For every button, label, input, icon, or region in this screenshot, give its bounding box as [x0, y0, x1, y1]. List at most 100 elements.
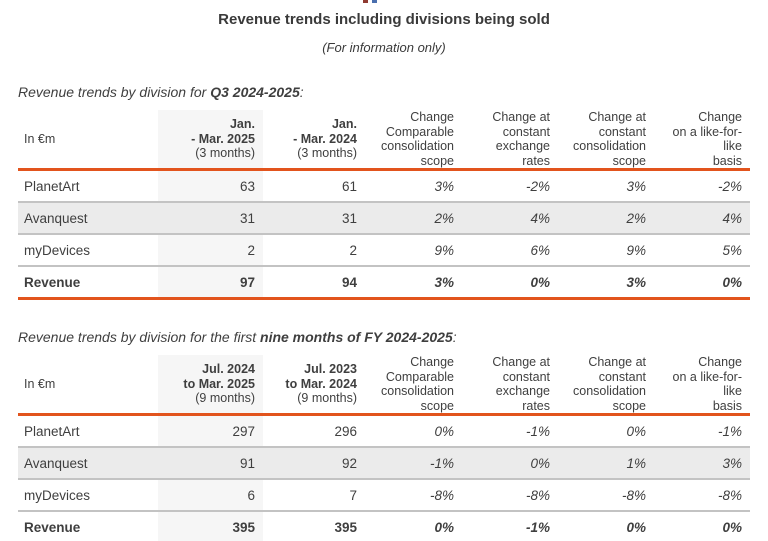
heading-suffix: :: [452, 329, 457, 345]
header-line: scope: [612, 398, 646, 413]
table-row-mydevices: myDevices 2 2 9% 6% 9% 5%: [18, 234, 750, 266]
change-cell: -1%: [525, 423, 550, 439]
change-cell: 0%: [722, 519, 742, 535]
header-line: consolidation: [381, 384, 454, 398]
change-cell: -8%: [717, 487, 742, 503]
header-line: Change at: [492, 110, 550, 124]
change-cell: 9%: [434, 242, 454, 258]
unit-header: In €m: [24, 376, 56, 391]
header-line: exchange rates: [495, 139, 550, 168]
value-cell: 31: [158, 202, 263, 234]
change-cell: 0%: [434, 423, 454, 439]
change-cell: 2%: [365, 202, 462, 234]
header-line: Comparable: [385, 369, 454, 384]
change-cell: 3%: [626, 274, 646, 290]
page-title: Revenue trends including divisions being…: [218, 11, 550, 28]
change-cell: 1%: [558, 447, 654, 479]
table-row-revenue-total: Revenue 395 395 0% -1% 0% 0%: [18, 511, 750, 541]
change-cell: -1%: [717, 423, 742, 439]
table-row-revenue-total: Revenue 97 94 3% 0% 3% 0%: [18, 266, 750, 299]
header-line: Change at: [492, 355, 550, 369]
division-name: PlanetArt: [24, 423, 80, 439]
change-cell: -2%: [717, 178, 742, 194]
value-cell: 296: [334, 423, 357, 439]
header-line: (9 months): [297, 391, 357, 406]
change-cell: 0%: [530, 274, 550, 290]
value-cell: 91: [158, 447, 263, 479]
table-row-avanquest: Avanquest 91 92 -1% 0% 1% 3%: [18, 447, 750, 479]
change-cell: 0%: [434, 519, 454, 535]
header-line: basis: [712, 153, 742, 168]
change-cell: -1%: [365, 447, 462, 479]
header-line: Jan.: [229, 117, 255, 132]
header-line: Change at: [588, 355, 646, 369]
change-like-for-like-header: Change on a like-for-like basis: [654, 355, 750, 415]
header-line: constant: [598, 369, 646, 384]
header-line: (3 months): [297, 146, 357, 161]
value-cell: 297: [158, 414, 263, 447]
period-prior-header: Jul. 2023 to Mar. 2024 (9 months): [263, 355, 365, 415]
revenue-table-q3: In €m Jan. - Mar. 2025 (3 months) Jan. -…: [18, 110, 750, 300]
change-exchange-rates-header: Change at constant exchange rates: [462, 355, 558, 415]
table-header-row: In €m Jul. 2024 to Mar. 2025 (9 months) …: [18, 355, 750, 415]
change-cell: 3%: [434, 274, 454, 290]
table-row-avanquest: Avanquest 31 31 2% 4% 2% 4%: [18, 202, 750, 234]
division-name: Revenue: [24, 519, 81, 535]
header-line: Change: [410, 355, 454, 369]
header-line: (9 months): [195, 391, 255, 406]
value-cell: 7: [349, 487, 357, 503]
heading-bold-text: nine months of FY 2024-2025: [260, 329, 453, 345]
page-subtitle: (For information only): [322, 40, 446, 55]
header-line: to Mar. 2025: [183, 376, 255, 391]
cropped-text-fragment: [363, 0, 368, 3]
value-cell: 6: [158, 479, 263, 511]
value-cell: 2: [349, 242, 357, 258]
division-name: myDevices: [24, 487, 91, 503]
division-name: Revenue: [24, 274, 81, 290]
table-row-planetart: PlanetArt 63 61 3% -2% 3% -2%: [18, 169, 750, 202]
change-cell: 2%: [558, 202, 654, 234]
cropped-text-fragment: [372, 0, 377, 3]
period-prior-header: Jan. - Mar. 2024 (3 months): [263, 110, 365, 170]
header-line: exchange rates: [495, 384, 550, 413]
change-cell: 3%: [654, 447, 750, 479]
header-line: consolidation: [573, 384, 646, 398]
header-line: consolidation: [381, 139, 454, 153]
header-line: to Mar. 2024: [285, 376, 357, 391]
change-cell: -1%: [525, 519, 550, 535]
change-cell: 6%: [530, 242, 550, 258]
change-cell: -2%: [525, 178, 550, 194]
period-current-header: Jan. - Mar. 2025 (3 months): [158, 110, 263, 170]
change-cell: 4%: [654, 202, 750, 234]
heading-text: Revenue trends by division for: [18, 84, 211, 100]
header-line: Change at: [588, 110, 646, 124]
change-cell: 0%: [462, 447, 558, 479]
heading-text: Revenue trends by division for the first: [18, 329, 261, 345]
header-line: scope: [420, 398, 454, 413]
change-constant-scope-header: Change at constant consolidation scope: [558, 355, 654, 415]
header-line: Change: [410, 110, 454, 124]
header-line: basis: [712, 398, 742, 413]
division-name: PlanetArt: [24, 178, 80, 194]
header-line: scope: [420, 153, 454, 168]
value-cell: 94: [341, 274, 357, 290]
change-cell: -8%: [621, 487, 646, 503]
table-row-planetart: PlanetArt 297 296 0% -1% 0% -1%: [18, 414, 750, 447]
change-comparable-scope-header: Change Comparable consolidation scope: [365, 110, 462, 170]
header-line: consolidation: [573, 139, 646, 153]
header-line: - Mar. 2024: [293, 131, 357, 146]
heading-bold-text: Q3 2024-2025: [210, 84, 300, 100]
header-line: Jul. 2024: [202, 362, 255, 377]
revenue-table-nine-months: In €m Jul. 2024 to Mar. 2025 (9 months) …: [18, 355, 750, 541]
header-line: constant: [502, 124, 550, 139]
value-cell: 395: [334, 519, 357, 535]
value-cell: 92: [263, 447, 365, 479]
division-name: Avanquest: [18, 202, 158, 234]
header-line: on a like-for-like: [672, 369, 742, 399]
header-line: Jul. 2023: [304, 362, 357, 377]
change-cell: 0%: [722, 274, 742, 290]
change-cell: 5%: [722, 242, 742, 258]
change-cell: 9%: [626, 242, 646, 258]
header-line: Jan.: [331, 117, 357, 132]
change-constant-scope-header: Change at constant consolidation scope: [558, 110, 654, 170]
